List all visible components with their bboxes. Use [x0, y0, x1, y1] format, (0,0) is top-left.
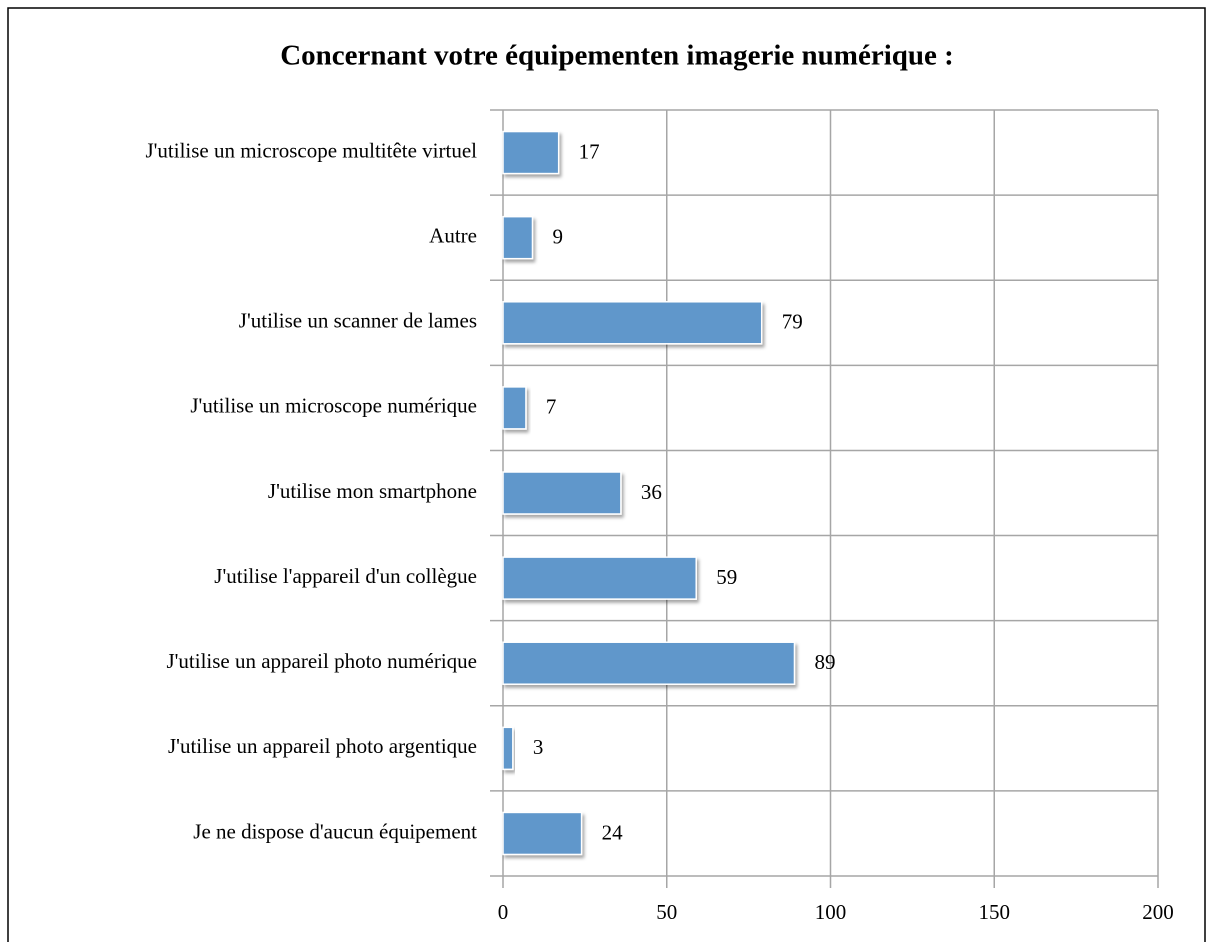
y-tick-label: J'utilise un microscope numérique: [190, 394, 477, 418]
frame: [7, 7, 1206, 942]
bar: [502, 130, 560, 175]
data-label: 79: [782, 310, 803, 334]
y-tick-label: J'utilise un microscope multitête virtue…: [145, 138, 477, 162]
bar: [502, 641, 796, 685]
data-label: 9: [552, 224, 563, 248]
data-label: 59: [716, 565, 737, 589]
x-tick-label: 150: [979, 900, 1011, 924]
x-tick-label: 0: [498, 900, 509, 924]
data-label: 7: [546, 395, 557, 419]
x-tick-label: 100: [815, 900, 847, 924]
data-label: 24: [602, 820, 624, 844]
bar: [502, 471, 622, 515]
x-tick-label: 200: [1142, 900, 1174, 924]
bar: [502, 301, 763, 345]
data-label: 17: [579, 139, 600, 163]
data-label: 89: [814, 650, 835, 674]
bar: [502, 215, 534, 260]
y-tick-label: J'utilise un scanner de lames: [239, 309, 477, 333]
y-tick-label: J'utilise mon smartphone: [268, 479, 477, 503]
data-label: 36: [641, 480, 662, 504]
y-tick-label: Je ne dispose d'aucun équipement: [193, 819, 477, 843]
y-tick-label: J'utilise un appareil photo argentique: [168, 734, 477, 758]
y-tick-label: J'utilise un appareil photo numérique: [166, 649, 477, 673]
y-tick-label: Autre: [429, 223, 477, 247]
bar: [502, 386, 527, 430]
chart-title: Concernant votre équipementen imagerie n…: [280, 40, 954, 72]
bar: [502, 811, 583, 856]
data-label: 3: [533, 735, 544, 759]
x-tick-label: 50: [656, 900, 677, 924]
bar: [502, 556, 697, 600]
y-tick-label: J'utilise l'appareil d'un collègue: [214, 564, 477, 588]
bar: [502, 726, 514, 771]
